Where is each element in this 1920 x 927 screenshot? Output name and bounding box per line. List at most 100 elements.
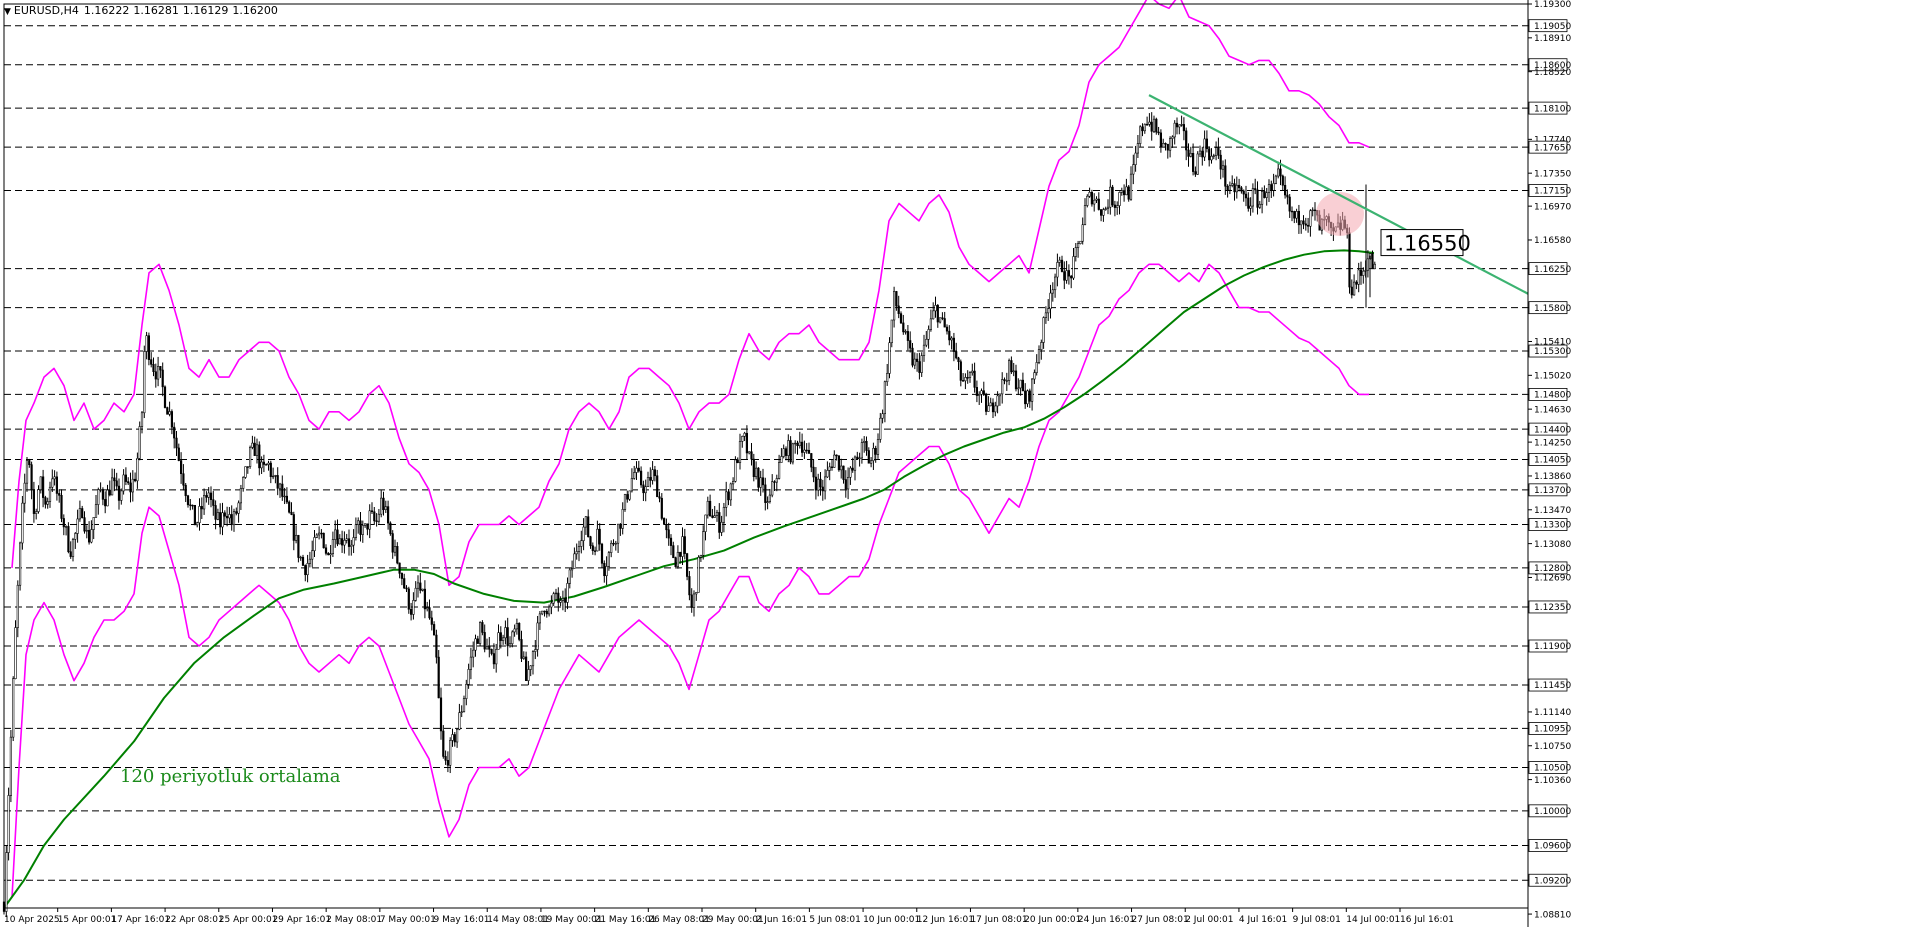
candle-body <box>766 501 769 503</box>
candle-body <box>157 366 160 380</box>
candle-body <box>621 509 624 529</box>
candle-body <box>269 462 272 477</box>
candle-body <box>895 291 898 307</box>
candle-body <box>656 475 659 498</box>
candle-body <box>490 649 493 654</box>
candle-body <box>945 326 949 332</box>
candle-body <box>557 592 560 603</box>
candle-body <box>1003 379 1006 381</box>
y-tick-label: 1.14250 <box>1534 438 1571 448</box>
candle-body <box>934 305 937 312</box>
candle-body <box>1081 224 1084 242</box>
candle-body <box>278 483 282 489</box>
y-tick-label: 1.11140 <box>1534 708 1571 718</box>
moving-average <box>3 249 1375 909</box>
candle-body <box>1028 390 1031 402</box>
candle-body <box>203 495 206 510</box>
candle-body <box>679 551 682 557</box>
candle-body <box>1079 240 1082 245</box>
candle-body <box>476 638 479 644</box>
candle-body <box>94 504 98 518</box>
candle-body <box>1247 197 1250 209</box>
candle-body <box>21 502 24 544</box>
candle-body <box>78 508 81 520</box>
candle-body <box>745 432 748 454</box>
candle-body <box>313 537 316 552</box>
candle-body <box>92 517 95 530</box>
x-tick-label: 29 Apr 16:01 <box>272 915 331 925</box>
candle-body <box>1185 130 1188 151</box>
candle-body <box>403 578 406 589</box>
candle-body <box>614 542 617 545</box>
x-tick-label: 9 Jul 08:01 <box>1293 915 1341 925</box>
y-tick-label: 1.15020 <box>1534 372 1571 382</box>
candle-body <box>285 495 289 503</box>
x-tick-label: 16 Jul 16:01 <box>1400 915 1454 925</box>
candle-body <box>1090 191 1093 205</box>
candle-body <box>980 390 983 395</box>
candle-body <box>352 537 355 546</box>
candle-body <box>216 512 220 520</box>
price-series <box>2 112 1376 918</box>
candle-body <box>265 464 268 466</box>
chart-header: ▼ EURUSD,H4 1.16222 1.16281 1.16129 1.16200 <box>4 4 282 17</box>
candle-body <box>288 501 291 513</box>
candle-body <box>12 678 15 738</box>
trendline-group <box>1148 94 1529 295</box>
candle-body <box>697 556 700 593</box>
y-tick-label: 1.15410 <box>1534 338 1571 348</box>
candle-body <box>780 456 783 463</box>
candle-body <box>784 448 788 456</box>
candle-body <box>435 634 438 658</box>
candle-body <box>511 631 514 645</box>
level-box <box>1528 140 1568 154</box>
x-tick-label: 17 Jun 08:01 <box>970 915 1027 925</box>
candle-body <box>550 602 553 608</box>
candle-body <box>1086 195 1089 206</box>
candle-body <box>757 467 760 488</box>
y-tick-label: 1.17740 <box>1534 136 1571 146</box>
candle-body <box>1201 150 1204 158</box>
chart-frame <box>3 0 1529 927</box>
candle-body <box>1313 209 1317 212</box>
candle-body <box>1007 360 1011 381</box>
candle-body <box>782 448 785 457</box>
candle-body <box>1274 175 1277 184</box>
upper-band-line <box>11 0 1370 587</box>
candle-body <box>646 477 650 487</box>
candle-body <box>219 512 222 528</box>
candle-body <box>58 493 61 496</box>
candle-body <box>559 600 562 603</box>
candle-body <box>44 497 47 505</box>
y-tick-label: 1.16970 <box>1534 202 1571 212</box>
trendline <box>1148 94 1529 295</box>
candle-body <box>439 697 443 732</box>
candle-body <box>1162 142 1165 148</box>
candle-body <box>952 337 955 352</box>
candle-body <box>363 523 367 526</box>
candle-body <box>531 651 535 667</box>
candle-body <box>513 628 516 633</box>
candle-body <box>810 453 813 468</box>
candle-body <box>856 456 859 460</box>
dropdown-triangle-icon[interactable]: ▼ <box>4 7 11 17</box>
candle-body <box>1005 380 1008 382</box>
y-tick-label: 1.14050 <box>1534 456 1571 466</box>
candle-body <box>1033 372 1036 380</box>
candle-body <box>508 643 512 647</box>
candle-body <box>771 481 774 496</box>
candle-body <box>1173 122 1176 138</box>
candle-body <box>469 656 473 670</box>
candle-body <box>695 592 698 595</box>
y-tick-label: 1.11450 <box>1534 681 1571 691</box>
candle-body <box>1192 153 1195 172</box>
candle-body <box>858 457 861 460</box>
candle-body <box>582 526 585 541</box>
high-value: 1.16281 <box>133 4 179 17</box>
y-tick-label: 1.12690 <box>1534 574 1571 584</box>
candle-body <box>524 656 528 681</box>
candle-body <box>867 450 870 464</box>
candle-body <box>449 740 452 766</box>
candle-body <box>1120 190 1123 193</box>
candle-body <box>573 553 576 569</box>
